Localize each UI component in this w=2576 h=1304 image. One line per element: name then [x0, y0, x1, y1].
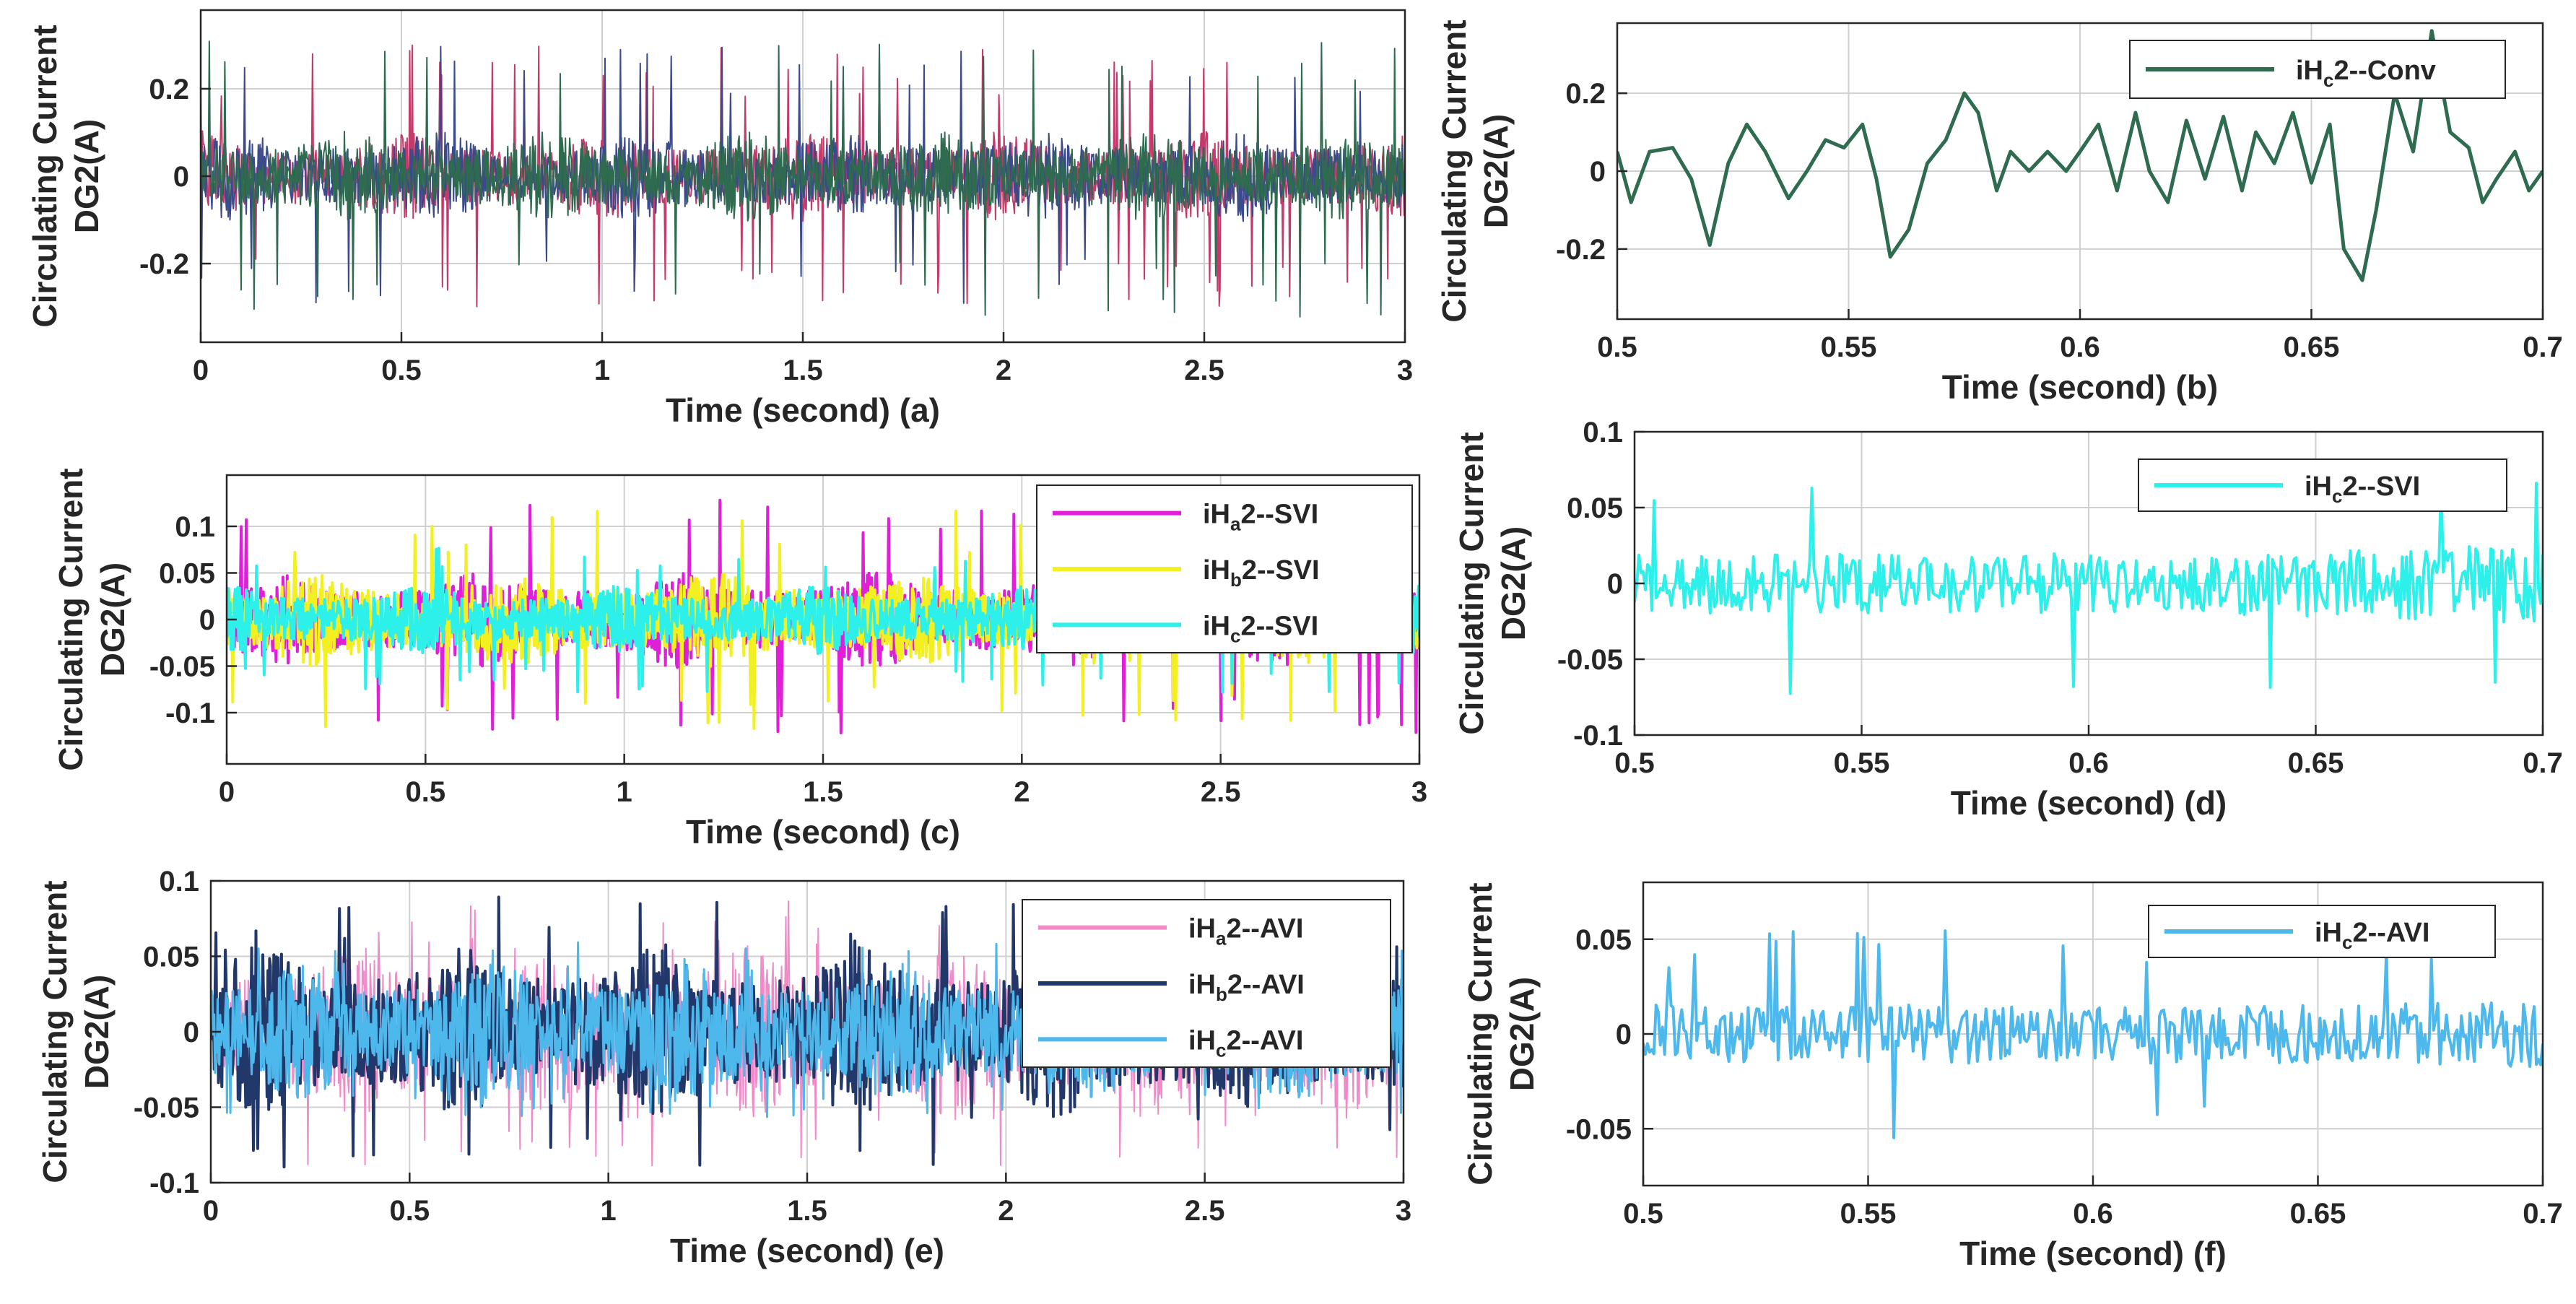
- x-tick-label: 0.5: [390, 1195, 430, 1227]
- x-tick-label: 2.5: [1185, 1195, 1225, 1227]
- x-tick-label: 0.65: [2290, 1198, 2346, 1230]
- x-tick-label: 0.6: [2060, 331, 2100, 363]
- y-tick-label: 0.05: [159, 557, 215, 589]
- y-tick-label: 0: [199, 604, 215, 636]
- y-tick-label: 0.05: [143, 942, 199, 973]
- y-tick-label: -0.2: [1556, 234, 1606, 266]
- series-line-ihc2-avi: [1643, 929, 2543, 1139]
- x-tick-label: 0: [193, 355, 209, 386]
- y-axis-label: Circulating Current DG2(A): [26, 25, 105, 327]
- y-tick-label: 0: [183, 1017, 199, 1048]
- x-axis-label: Time (second) (a): [666, 391, 940, 429]
- x-tick-label: 0.5: [1623, 1198, 1663, 1230]
- legend: iHc2--AVI: [2148, 905, 2496, 958]
- x-tick-label: 0.6: [2068, 747, 2109, 779]
- series-line-ihc2-conv: [1617, 29, 2543, 282]
- y-tick-label: 0: [1590, 156, 1606, 188]
- legend-label: iHc2--SVI: [1203, 611, 1318, 646]
- series-line-ihb2-conv: [201, 45, 1405, 304]
- x-tick-label: 1: [601, 1195, 617, 1227]
- x-tick-label: 0.65: [2284, 331, 2340, 363]
- panel-f: 0.5 0.55 0.6 0.65 0.7 -0.05 0 0.05 Time (second)…: [1461, 881, 2563, 1272]
- y-axis-label: Circulating Current DG2(A): [1461, 882, 1541, 1185]
- x-tick-label: 1.5: [787, 1195, 827, 1227]
- x-tick-label: 0: [203, 1195, 219, 1227]
- x-tick-label: 0.55: [1840, 1198, 1897, 1230]
- y-tick-label: 0.1: [1583, 417, 1623, 448]
- panel-b: 0.5 0.55 0.6 0.65 0.7 -0.2 0 0.2 Time (second) (…: [1435, 19, 2563, 406]
- series-line-ihc2-conv: [201, 40, 1405, 318]
- y-tick-label: 0.05: [1575, 924, 1632, 956]
- x-tick-label: 0.5: [406, 776, 446, 808]
- x-tick-label: 0.5: [1597, 331, 1637, 363]
- y-tick-label: -0.2: [139, 248, 189, 280]
- x-tick-label: 0.55: [1821, 331, 1877, 363]
- panel-d: 0.5 0.55 0.6 0.65 0.7 -0.1 -0.05 0 0.05 0.1 Time (…: [1453, 417, 2563, 822]
- y-tick-label: 0: [173, 161, 189, 193]
- x-tick-label: 2.5: [1201, 776, 1241, 808]
- panel-a: 0 0.5 1 1.5 2 2.5 3 -0.2 0 0.2 Time (second) (a) Ci…: [26, 9, 1413, 429]
- y-tick-label: -0.1: [1573, 720, 1623, 752]
- legend-label: iHc2--AVI: [1188, 1025, 1303, 1061]
- legend-label: iHb2--SVI: [1203, 555, 1320, 591]
- legend-label: iHb2--AVI: [1188, 970, 1305, 1005]
- legend-label: iHa2--SVI: [1203, 500, 1318, 535]
- legend: iHc2--Conv: [2129, 40, 2506, 99]
- panel-c: 0 0.5 1 1.5 2 2.5 3 -0.1 -0.05 0 0.05 0.1 Time (seco…: [52, 468, 1427, 851]
- x-tick-label: 2: [1014, 776, 1030, 808]
- x-axis-label: Time (second) (f): [1959, 1235, 2227, 1272]
- x-tick-label: 0.5: [381, 355, 422, 386]
- legend-label: iHa2--AVI: [1188, 914, 1303, 949]
- x-tick-label: 3: [1396, 1195, 1411, 1227]
- x-tick-label: 2: [998, 1195, 1014, 1227]
- x-tick-label: 1.5: [803, 776, 843, 808]
- y-tick-label: -0.1: [165, 697, 215, 729]
- y-tick-label: 0.2: [1565, 78, 1606, 110]
- y-tick-label: -0.1: [149, 1168, 199, 1199]
- x-axis-label: Time (second) (c): [686, 813, 960, 851]
- y-axis-label: Circulating Current DG2(A): [1435, 19, 1515, 322]
- x-tick-label: 2: [996, 355, 1011, 386]
- y-tick-label: 0: [1616, 1019, 1632, 1051]
- y-tick-label: 0.05: [1567, 492, 1623, 524]
- x-tick-label: 0.7: [2523, 1198, 2563, 1230]
- series-line-ihc2-avi: [211, 941, 1404, 1118]
- panel-e: 0 0.5 1 1.5 2 2.5 3 -0.1 -0.05 0 0.05 0.1 Time (seco…: [36, 866, 1411, 1269]
- x-tick-label: 1: [594, 355, 610, 386]
- x-tick-label: 0.55: [1834, 747, 1890, 779]
- x-tick-label: 1: [617, 776, 632, 808]
- y-axis-label: Circulating Current DG2(A): [52, 468, 131, 770]
- x-tick-label: 0.7: [2523, 747, 2563, 779]
- y-tick-label: 0: [1607, 568, 1623, 600]
- x-tick-label: 0.7: [2523, 331, 2563, 363]
- x-axis-label: Time (second) (d): [1951, 784, 2227, 822]
- x-tick-label: 0.65: [2288, 747, 2344, 779]
- x-tick-label: 3: [1397, 355, 1413, 386]
- y-tick-label: 0.1: [159, 866, 199, 897]
- y-axis-label: Circulating Current DG2(A): [1453, 432, 1532, 734]
- x-tick-label: 0.5: [1614, 747, 1655, 779]
- x-axis-label: Time (second) (e): [670, 1232, 944, 1269]
- x-tick-label: 1.5: [783, 355, 823, 386]
- y-tick-label: -0.05: [1557, 644, 1623, 676]
- y-tick-label: -0.05: [134, 1092, 199, 1124]
- legend-label: iHc2--SVI: [2305, 471, 2420, 507]
- legend-label: iHc2--Conv: [2296, 56, 2436, 91]
- legend: iHc2--SVI: [2138, 458, 2507, 512]
- y-tick-label: -0.05: [1566, 1113, 1632, 1145]
- y-axis-label: Circulating Current DG2(A): [36, 880, 116, 1183]
- legend: iHa2--AVI iHb2--AVI iHc2--AVI: [1022, 899, 1391, 1068]
- x-tick-label: 0: [219, 776, 235, 808]
- x-tick-label: 3: [1411, 776, 1427, 808]
- legend: iHa2--SVI iHb2--SVI iHc2--SVI: [1036, 484, 1413, 653]
- x-tick-label: 2.5: [1184, 355, 1224, 386]
- x-axis-label: Time (second) (b): [1942, 368, 2219, 406]
- y-tick-label: 0.2: [149, 74, 189, 105]
- legend-label: iHc2--AVI: [2315, 918, 2429, 953]
- y-tick-label: 0.1: [175, 511, 215, 543]
- series-line-ihc2-svi: [1635, 482, 2543, 695]
- y-tick-label: -0.05: [149, 651, 215, 683]
- x-tick-label: 0.6: [2073, 1198, 2113, 1230]
